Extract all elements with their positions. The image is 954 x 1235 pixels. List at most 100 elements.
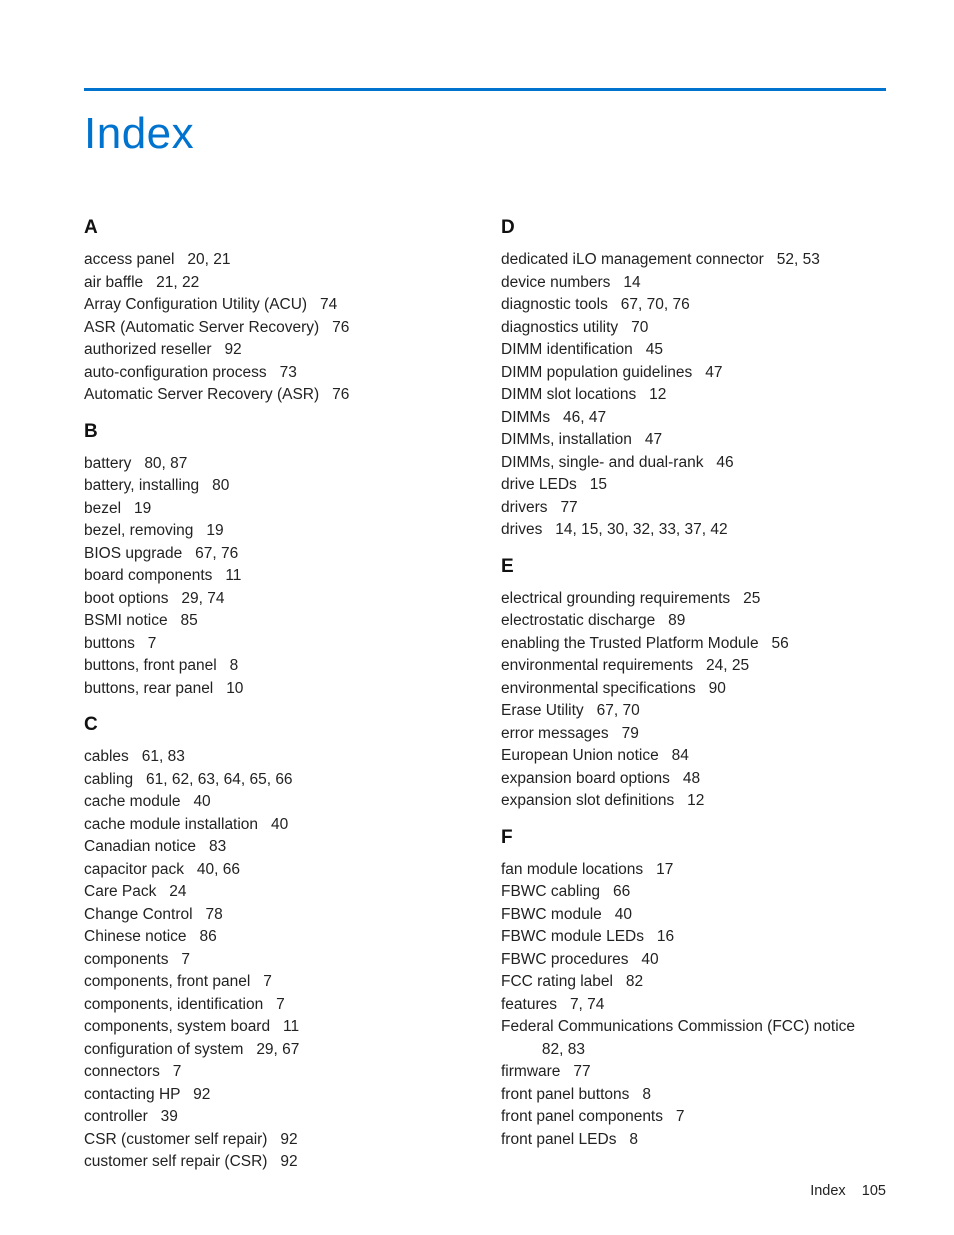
entry-pages: 21, 22 (143, 274, 199, 291)
index-entry: front panel LEDs8 (501, 1129, 886, 1152)
entry-pages: 24, 25 (693, 657, 749, 674)
index-entry: Erase Utility67, 70 (501, 700, 886, 723)
section-entries: cables61, 83cabling61, 62, 63, 64, 65, 6… (84, 746, 469, 1174)
entry-pages: 48 (670, 770, 700, 787)
entry-term: environmental requirements (501, 657, 693, 674)
index-entry: front panel components7 (501, 1106, 886, 1129)
entry-term: buttons (84, 635, 135, 652)
entry-term: connectors (84, 1063, 160, 1080)
index-entry: expansion board options48 (501, 768, 886, 791)
entry-term: error messages (501, 725, 609, 742)
entry-term: dedicated iLO management connector (501, 251, 764, 268)
entry-pages: 16 (644, 928, 674, 945)
entry-pages: 92 (267, 1153, 297, 1170)
entry-pages: 17 (643, 861, 673, 878)
entry-pages: 7 (263, 996, 285, 1013)
index-entry: FBWC procedures40 (501, 949, 886, 972)
entry-pages: 10 (213, 680, 243, 697)
index-entry: CSR (customer self repair)92 (84, 1129, 469, 1152)
entry-term: expansion slot definitions (501, 792, 674, 809)
entry-term: components (84, 951, 168, 968)
entry-pages: 74 (307, 296, 337, 313)
entry-term: front panel LEDs (501, 1131, 616, 1148)
entry-pages: 61, 62, 63, 64, 65, 66 (133, 771, 292, 788)
index-entry: components, front panel7 (84, 971, 469, 994)
index-column: Aaccess panel20, 21air baffle21, 22Array… (84, 217, 469, 1174)
index-entry: customer self repair (CSR)92 (84, 1151, 469, 1174)
index-entry: fan module locations17 (501, 859, 886, 882)
index-entry: contacting HP92 (84, 1084, 469, 1107)
entry-pages: 40 (258, 816, 288, 833)
index-entry: environmental requirements24, 25 (501, 655, 886, 678)
index-entry: access panel20, 21 (84, 249, 469, 272)
entry-pages: 29, 67 (243, 1041, 299, 1058)
section-entries: battery80, 87battery, installing80bezel1… (84, 453, 469, 701)
index-entry: electrical grounding requirements25 (501, 588, 886, 611)
index-entry: BSMI notice85 (84, 610, 469, 633)
index-entry: European Union notice84 (501, 745, 886, 768)
index-entry: buttons, rear panel10 (84, 678, 469, 701)
entry-term: FCC rating label (501, 973, 613, 990)
entry-pages: 40 (602, 906, 632, 923)
entry-term: components, front panel (84, 973, 250, 990)
entry-pages: 67, 70, 76 (608, 296, 690, 313)
entry-pages: 24 (156, 883, 186, 900)
entry-pages: 19 (193, 522, 223, 539)
page-title: Index (84, 109, 886, 159)
entry-pages: 67, 70 (584, 702, 640, 719)
entry-pages: 40 (628, 951, 658, 968)
index-entry: buttons7 (84, 633, 469, 656)
entry-term: FBWC module LEDs (501, 928, 644, 945)
index-entry: capacitor pack40, 66 (84, 859, 469, 882)
entry-pages: 78 (193, 906, 223, 923)
entry-term: battery (84, 455, 131, 472)
entry-pages: 67, 76 (182, 545, 238, 562)
entry-pages: 84 (659, 747, 689, 764)
entry-pages: 12 (674, 792, 704, 809)
top-rule (84, 88, 886, 91)
entry-pages: 92 (267, 1131, 297, 1148)
entry-term: Automatic Server Recovery (ASR) (84, 386, 319, 403)
section-letter: D (501, 217, 886, 239)
entry-term: features (501, 996, 557, 1013)
entry-pages: 15 (577, 476, 607, 493)
section-letter: C (84, 714, 469, 736)
entry-term: access panel (84, 251, 174, 268)
index-entry: air baffle21, 22 (84, 272, 469, 295)
entry-term: electrical grounding requirements (501, 590, 730, 607)
index-entry: features7, 74 (501, 994, 886, 1017)
entry-pages: 11 (270, 1018, 299, 1035)
entry-pages: 14 (610, 274, 640, 291)
index-entry: DIMMs, installation47 (501, 429, 886, 452)
entry-pages: 80, 87 (131, 455, 187, 472)
entry-term: enabling the Trusted Platform Module (501, 635, 759, 652)
index-entry: configuration of system29, 67 (84, 1039, 469, 1062)
index-entry: device numbers14 (501, 272, 886, 295)
section-letter: A (84, 217, 469, 239)
entry-term: Federal Communications Commission (FCC) … (501, 1018, 855, 1035)
index-entry: boot options29, 74 (84, 588, 469, 611)
entry-term: controller (84, 1108, 148, 1125)
entry-pages: 66 (600, 883, 630, 900)
entry-term: DIMMs, installation (501, 431, 632, 448)
entry-term: FBWC procedures (501, 951, 628, 968)
entry-term: front panel components (501, 1108, 663, 1125)
entry-pages: 56 (759, 635, 789, 652)
entry-pages: 40, 66 (184, 861, 240, 878)
index-entry: drive LEDs15 (501, 474, 886, 497)
index-entry: board components11 (84, 565, 469, 588)
index-entry: diagnostic tools67, 70, 76 (501, 294, 886, 317)
entry-pages: 8 (217, 657, 239, 674)
index-entry: drives14, 15, 30, 32, 33, 37, 42 (501, 519, 886, 542)
entry-pages: 12 (636, 386, 666, 403)
index-entry: bezel, removing19 (84, 520, 469, 543)
entry-pages: 82, 83 (529, 1041, 585, 1058)
index-entry: expansion slot definitions12 (501, 790, 886, 813)
entry-term: components, identification (84, 996, 263, 1013)
entry-pages: 61, 83 (129, 748, 185, 765)
section-letter: F (501, 827, 886, 849)
index-entry: electrostatic discharge89 (501, 610, 886, 633)
index-entry: battery, installing80 (84, 475, 469, 498)
index-entry: Change Control78 (84, 904, 469, 927)
index-entry: environmental specifications90 (501, 678, 886, 701)
